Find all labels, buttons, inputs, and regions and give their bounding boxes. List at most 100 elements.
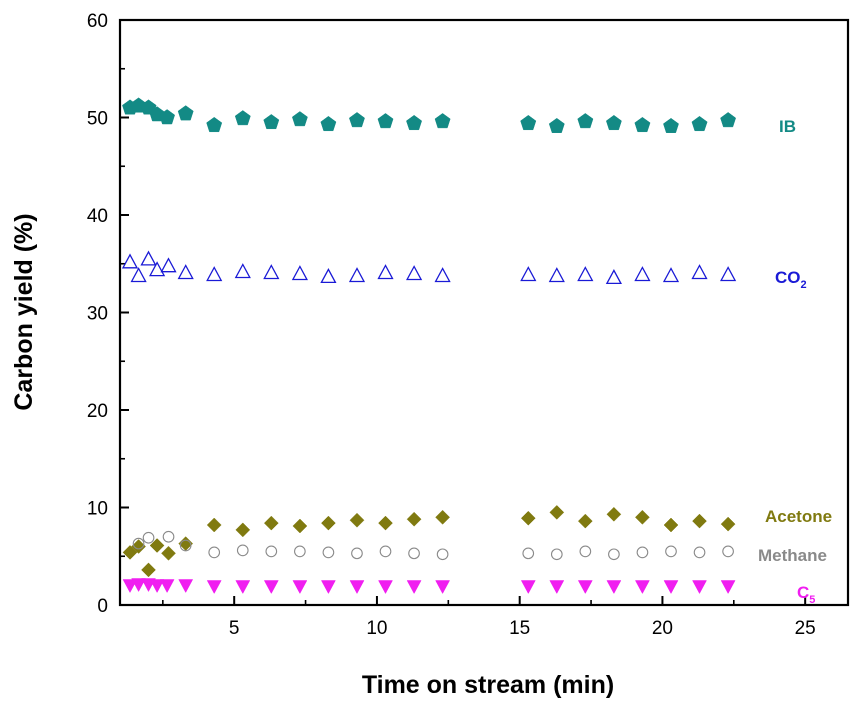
ib-data-point (634, 116, 651, 133)
methane-data-point (693, 546, 706, 559)
series-label-c5: C5 (797, 583, 815, 606)
ib-data-point (663, 117, 679, 133)
co2-data-point (548, 267, 565, 283)
acetone-data-point (520, 510, 536, 526)
acetone-data-point (321, 515, 336, 531)
axis-ticks (120, 19, 807, 606)
co2-data-point (263, 264, 280, 280)
co2-data-point (149, 261, 166, 277)
c5-data-point (349, 580, 365, 595)
methane-data-point (265, 545, 278, 558)
ib-data-point (263, 114, 280, 130)
y-tick-label: 40 (87, 206, 108, 227)
co2-data-point (320, 268, 337, 284)
co2-data-point (720, 266, 737, 282)
series-label-methane: Methane (758, 546, 827, 565)
c5-data-point (206, 580, 222, 595)
methane-data-point (322, 546, 335, 559)
series-label-ib: IB (779, 117, 796, 136)
c5-data-point (263, 580, 279, 595)
methane-data-point (436, 548, 449, 561)
plot-frame (118, 18, 850, 607)
acetone-data-point (435, 509, 450, 525)
c5-data-point (122, 579, 138, 594)
series-acetone (122, 505, 736, 578)
methane-data-point (379, 545, 392, 558)
ib-data-point (320, 115, 337, 132)
acetone-data-point (161, 545, 176, 561)
acetone-data-point (292, 518, 308, 534)
methane-data-point (665, 545, 677, 558)
co2-data-point (121, 253, 139, 269)
c5-data-point (435, 580, 451, 595)
x-tick-label: 20 (652, 618, 673, 639)
series-co2 (121, 250, 737, 285)
acetone-data-point (549, 505, 565, 520)
series-label-co2: CO2 (775, 268, 807, 291)
c5-data-point (131, 578, 147, 593)
c5-data-point (692, 580, 707, 595)
ib-data-point (434, 113, 451, 129)
acetone-data-point (141, 562, 156, 578)
acetone-data-point (692, 513, 707, 529)
methane-data-point (142, 531, 155, 544)
acetone-data-point (635, 509, 650, 525)
series-labels: IB CO2 Acetone Methane C5 (758, 117, 832, 606)
acetone-data-point (263, 515, 279, 531)
ib-data-point (691, 115, 708, 132)
co2-data-point (577, 266, 594, 282)
ib-data-point (406, 114, 422, 131)
ib-data-point (577, 113, 594, 129)
c5-data-point (663, 580, 679, 595)
c5-data-point (292, 580, 308, 595)
ib-data-point (377, 113, 394, 129)
ib-data-point (159, 109, 175, 125)
series-c5 (122, 578, 736, 595)
acetone-data-point (122, 545, 138, 560)
methane-data-point (179, 539, 192, 552)
c5-data-point (549, 580, 565, 595)
y-tick-label: 60 (87, 11, 108, 32)
x-tick-label: 25 (795, 618, 816, 639)
y-tick-label: 50 (87, 109, 108, 130)
axis-tick-labels: 5 10 15 20 25 0 10 20 30 40 50 60 (87, 11, 816, 639)
co2-data-point (634, 266, 651, 282)
c5-data-point (320, 580, 336, 595)
c5-data-point (235, 580, 251, 595)
c5-data-point (634, 580, 650, 595)
co2-data-point (406, 265, 423, 281)
y-tick-label: 10 (87, 499, 108, 520)
ib-data-point (720, 112, 736, 128)
methane-data-point (408, 547, 420, 560)
co2-data-point (605, 269, 622, 285)
acetone-data-point (378, 515, 393, 531)
x-axis-title: Time on stream (min) (362, 671, 614, 699)
ib-data-point (520, 114, 537, 131)
methane-data-point (162, 530, 175, 543)
ib-data-point (606, 114, 622, 131)
methane-data-point (636, 546, 649, 559)
c5-data-point (720, 580, 736, 595)
co2-data-point (206, 266, 223, 282)
acetone-data-point (577, 513, 593, 529)
c5-data-point (520, 580, 536, 595)
series-ib (122, 97, 736, 133)
ib-data-point (292, 111, 308, 127)
acetone-data-point (606, 506, 622, 522)
methane-data-point (550, 548, 563, 561)
x-tick-label: 10 (366, 618, 387, 639)
methane-data-point (722, 545, 734, 558)
y-tick-label: 20 (87, 401, 108, 422)
c5-data-point (378, 580, 393, 595)
methane-data-point (294, 545, 306, 558)
acetone-data-point (720, 516, 736, 532)
c5-data-point (406, 580, 422, 595)
acetone-data-point (663, 517, 679, 533)
acetone-data-point (131, 539, 146, 554)
co2-data-point (291, 265, 308, 281)
y-tick-label: 30 (87, 304, 108, 325)
y-axis-title: Carbon yield (%) (10, 213, 38, 410)
ib-data-point (548, 117, 565, 133)
